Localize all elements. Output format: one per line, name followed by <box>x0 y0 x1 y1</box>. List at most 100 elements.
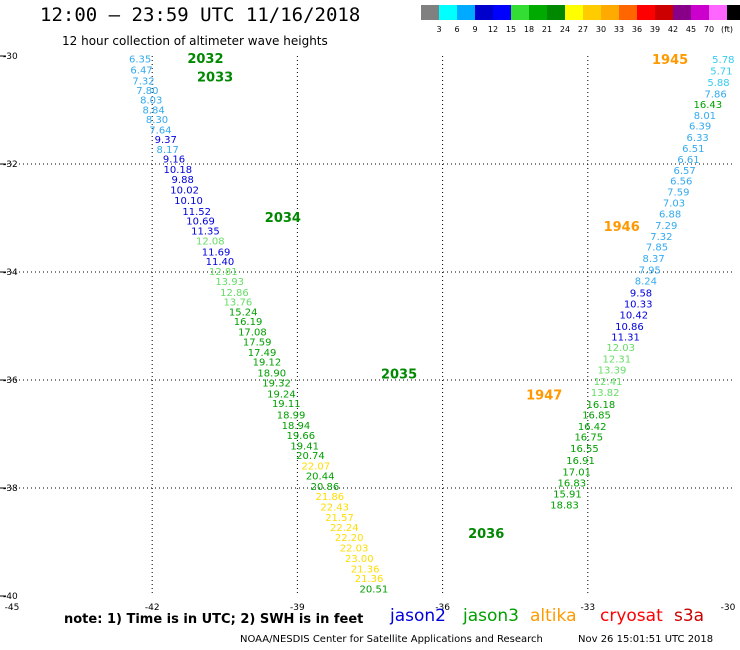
wave-height-value: 8.30 <box>146 115 168 126</box>
time-label: 2036 <box>468 527 504 542</box>
wave-height-value: 20.74 <box>296 451 325 462</box>
satellite-jason3: jason3 <box>463 606 519 626</box>
legend-swatch <box>493 5 511 20</box>
wave-height-value: 13.39 <box>598 366 627 377</box>
wave-height-value: 8.03 <box>140 96 162 107</box>
wave-height-value: 12.08 <box>196 237 225 248</box>
y-tick-label: -38 <box>3 484 18 494</box>
time-label: 2035 <box>381 368 417 383</box>
wave-height-value: 9.88 <box>172 175 194 186</box>
wave-height-value: 6.56 <box>670 177 692 188</box>
legend-swatch <box>475 5 493 20</box>
wave-height-value: 11.69 <box>202 247 231 258</box>
legend-swatch <box>637 5 655 20</box>
wave-height-value: 11.52 <box>182 207 211 218</box>
wave-height-value: 16.42 <box>578 422 607 433</box>
wave-height-value: 6.51 <box>682 144 704 155</box>
wave-height-value: 15.24 <box>229 307 258 318</box>
satellite-s3a: s3a <box>674 606 705 626</box>
wave-height-value: 21.36 <box>355 574 384 585</box>
wave-height-value: 11.31 <box>611 332 640 343</box>
legend-label: 42 <box>667 25 679 34</box>
wave-height-value: 21.36 <box>351 564 380 575</box>
wave-height-value: 10.02 <box>170 185 199 196</box>
wave-height-value: 10.18 <box>164 165 193 176</box>
y-tick-label: -36 <box>3 376 18 386</box>
wave-height-value: 19.41 <box>290 441 319 452</box>
legend-label: 3 <box>436 25 442 34</box>
legend-swatch <box>547 5 565 20</box>
wave-height-value: 6.57 <box>673 166 695 177</box>
wave-height-value: 5.78 <box>712 55 734 66</box>
wave-height-value: 7.86 <box>704 89 726 100</box>
wave-height-value: 19.11 <box>272 399 301 410</box>
wave-height-value: 7.80 <box>136 86 158 97</box>
x-tick-label: -33 <box>580 603 595 613</box>
legend-swatch <box>457 5 475 20</box>
generated-timestamp: Nov 26 15:01:51 UTC 2018 <box>578 634 714 645</box>
legend-label: 39 <box>649 25 661 34</box>
time-label: 1946 <box>604 220 640 235</box>
wave-height-value: 9.16 <box>163 155 185 166</box>
time-label: 2034 <box>265 211 301 226</box>
wave-height-value: 16.43 <box>694 100 723 111</box>
wave-height-value: 21.57 <box>325 513 354 524</box>
y-tick-label: -40 <box>3 592 18 602</box>
wave-height-value: 22.43 <box>320 502 349 513</box>
wave-height-value: 18.83 <box>550 501 579 512</box>
wave-height-labels: 6.356.477.327.808.038.848.307.649.378.17… <box>129 52 734 595</box>
wave-height-value: 16.85 <box>582 411 611 422</box>
wave-height-value: 11.35 <box>191 226 220 237</box>
wave-height-value: 5.88 <box>707 78 729 89</box>
legend-swatch <box>619 5 637 20</box>
wave-height-value: 13.82 <box>591 388 620 399</box>
wave-height-value: 8.17 <box>157 145 179 156</box>
wave-height-value: 19.66 <box>286 431 315 442</box>
wave-height-value: 12.03 <box>606 343 635 354</box>
wave-height-value: 20.86 <box>311 482 340 493</box>
wave-height-value: 6.61 <box>677 155 699 166</box>
time-label: 2032 <box>187 52 223 67</box>
legend-label: 45 <box>685 25 697 34</box>
page-title: 12:00 — 23:59 UTC 11/16/2018 <box>40 4 361 26</box>
legend-swatch <box>529 5 547 20</box>
credit-text: NOAA/NESDIS Center for Satellite Applica… <box>240 634 543 645</box>
wave-height-value: 6.88 <box>659 210 681 221</box>
x-tick-label: -45 <box>5 603 20 613</box>
legend-swatch <box>511 5 529 20</box>
wave-height-value: 7.03 <box>663 198 685 209</box>
legend-swatch <box>421 5 439 20</box>
wave-height-value: 22.20 <box>335 533 364 544</box>
wave-height-value: 11.40 <box>206 257 235 268</box>
wave-height-value: 12.41 <box>594 377 623 388</box>
wave-height-value: 10.42 <box>619 311 648 322</box>
legend-label: 12 <box>487 25 499 34</box>
satellite-altika: altika <box>530 606 577 626</box>
x-tick-label: -39 <box>290 603 305 613</box>
wave-height-value: 22.07 <box>301 461 330 472</box>
wave-height-value: 17.59 <box>243 338 272 349</box>
wave-height-value: 22.24 <box>330 523 359 534</box>
wave-height-value: 18.90 <box>257 368 286 379</box>
time-label: 1945 <box>652 53 688 68</box>
legend-swatch <box>709 5 727 20</box>
legend-label: 15 <box>505 25 517 34</box>
wave-height-value: 23.00 <box>345 554 374 565</box>
wave-height-value: 20.44 <box>306 472 335 483</box>
wave-height-value: 6.47 <box>130 66 152 77</box>
legend-swatch <box>601 5 619 20</box>
x-tick-label: -30 <box>721 603 736 613</box>
grid <box>7 56 733 596</box>
wave-height-value: 8.01 <box>694 111 716 122</box>
legend-label: 6 <box>454 25 460 34</box>
legend-swatch <box>439 5 457 20</box>
wave-height-value: 6.39 <box>689 122 711 133</box>
wave-height-value: 12.86 <box>220 288 249 299</box>
wave-height-value: 6.33 <box>687 133 709 144</box>
wave-height-value: 17.08 <box>238 327 267 338</box>
wave-height-value: 7.95 <box>639 265 661 276</box>
legend-label: 24 <box>559 25 571 34</box>
wave-height-value: 16.55 <box>570 444 599 455</box>
legend-label: 27 <box>577 25 589 34</box>
legend-label: 33 <box>613 25 625 34</box>
